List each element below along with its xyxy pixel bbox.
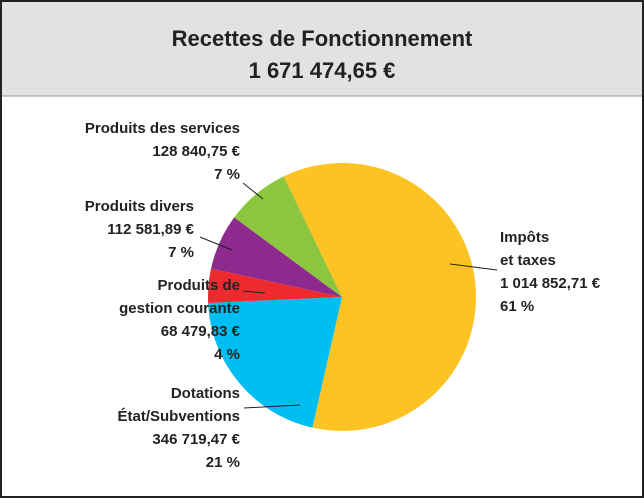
leader-line xyxy=(199,236,233,251)
leader-line xyxy=(242,290,266,294)
pie-slice xyxy=(208,268,342,303)
value-label: 68 479,83 € xyxy=(161,323,241,340)
slice-label: gestion courante xyxy=(119,300,240,317)
leader-line xyxy=(243,404,301,409)
pie-slice xyxy=(234,176,342,297)
slice-label: Produits de xyxy=(157,277,240,294)
header xyxy=(2,2,642,96)
pie-slice xyxy=(211,217,342,297)
share-label: 4 % xyxy=(214,346,240,363)
share-label: 61 % xyxy=(500,298,534,315)
chart-title: Recettes de Fonctionnement xyxy=(172,26,473,51)
slice-label: État/Subventions xyxy=(117,408,240,425)
leader-line xyxy=(449,263,498,271)
share-label: 7 % xyxy=(214,166,240,183)
slice-label: Dotations xyxy=(171,385,240,402)
value-label: 1 014 852,71 € xyxy=(500,275,601,292)
chart-subtitle: 1 671 474,65 € xyxy=(249,58,396,83)
slice-label: Impôts xyxy=(500,229,549,246)
slice-label: Produits divers xyxy=(85,198,194,215)
leader-line xyxy=(242,182,264,200)
share-label: 7 % xyxy=(168,244,194,261)
value-label: 112 581,89 € xyxy=(107,221,194,238)
pie-slice xyxy=(208,297,342,428)
value-label: 128 840,75 € xyxy=(152,143,240,160)
pie-slice xyxy=(283,162,476,431)
slice-label: Produits des services xyxy=(85,120,240,137)
value-label: 346 719,47 € xyxy=(152,431,240,448)
share-label: 21 % xyxy=(206,454,240,471)
slice-label: et taxes xyxy=(500,252,556,269)
